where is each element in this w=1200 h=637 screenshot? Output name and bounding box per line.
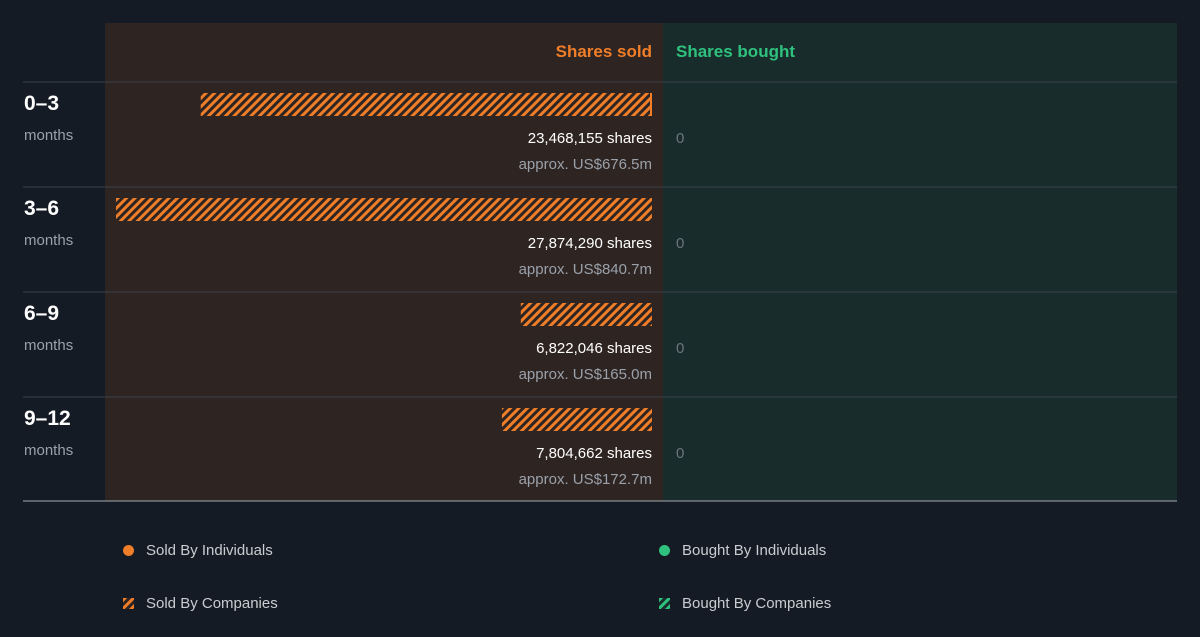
legend: Sold By Individuals Sold By Companies Bo… [120, 532, 1120, 622]
period-label: 3–6 [24, 197, 59, 220]
sold-bar [520, 303, 652, 326]
legend-sold-individuals: Sold By Individuals [123, 542, 273, 559]
sold-shares-label: 7,804,662 shares [536, 445, 652, 462]
legend-dot-icon [659, 545, 670, 556]
bought-panel [663, 23, 1177, 501]
period-unit-label: months [24, 337, 73, 354]
legend-label: Bought By Individuals [682, 542, 827, 559]
sold-shares-label: 27,874,290 shares [528, 235, 652, 252]
legend-label: Bought By Companies [682, 595, 832, 612]
period-unit-label: months [24, 127, 73, 144]
bought-value-label: 0 [676, 340, 684, 357]
sold-value-label: approx. US$840.7m [519, 261, 652, 278]
sold-bar [116, 198, 652, 221]
period-unit-label: months [24, 442, 73, 459]
period-label: 6–9 [24, 302, 59, 325]
period-unit-label: months [24, 232, 73, 249]
bought-value-label: 0 [676, 445, 684, 462]
bought-value-label: 0 [676, 235, 684, 252]
sold-shares-label: 23,468,155 shares [528, 130, 652, 147]
sold-value-label: approx. US$165.0m [519, 366, 652, 383]
sold-bar [200, 93, 652, 116]
legend-bought-companies: Bought By Companies [659, 595, 831, 612]
period-label: 0–3 [24, 92, 59, 115]
legend-label: Sold By Companies [146, 595, 278, 612]
legend-label: Sold By Individuals [146, 542, 273, 559]
chart-rows: 0–3 months 23,468,155 shares approx. US$676… [23, 81, 1177, 488]
header-shares-bought: Shares bought [676, 42, 795, 61]
sold-value-label: approx. US$172.7m [519, 471, 652, 488]
sold-value-label: approx. US$676.5m [519, 156, 652, 173]
period-label: 9–12 [24, 407, 71, 430]
header-shares-sold: Shares sold [556, 42, 652, 61]
legend-bought-individuals: Bought By Individuals [659, 542, 826, 559]
legend-stripe-icon [659, 598, 670, 609]
bought-value-label: 0 [676, 130, 684, 147]
legend-dot-icon [123, 545, 134, 556]
legend-stripe-icon [123, 598, 134, 609]
sold-individuals-segment [650, 93, 652, 116]
sold-bar [501, 408, 652, 431]
sold-shares-label: 6,822,046 shares [536, 340, 652, 357]
legend-sold-companies: Sold By Companies [123, 595, 278, 612]
